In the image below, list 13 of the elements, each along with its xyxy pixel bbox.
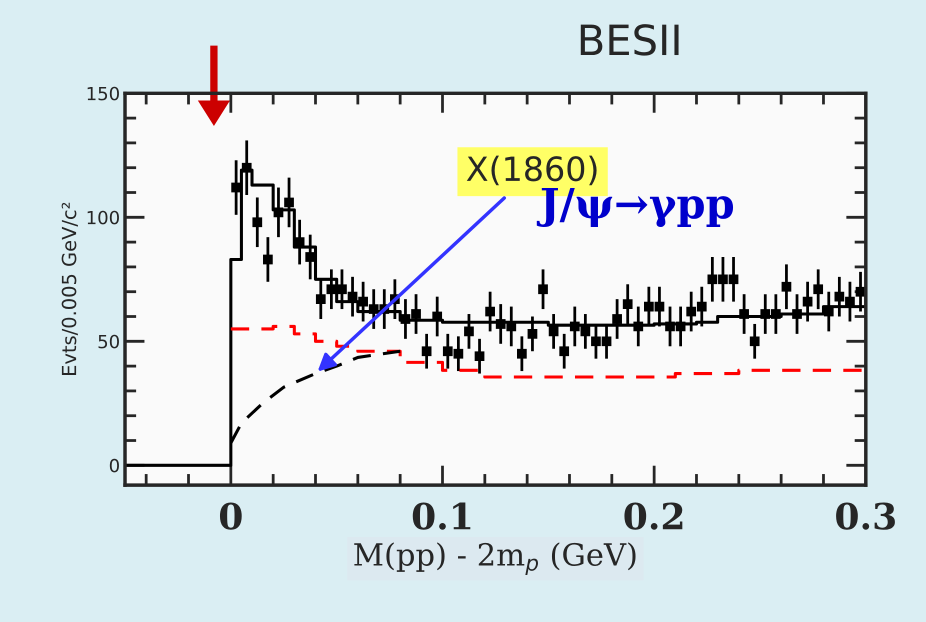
y-tick-label: 100 <box>88 210 119 224</box>
annotation: X(1860) <box>466 156 597 186</box>
x-tick-label: 0.2 <box>624 502 682 530</box>
annotation: J/ψ→γpp <box>536 188 734 228</box>
x-tick-label: 0.1 <box>412 502 470 530</box>
y-tick-label: 150 <box>88 86 119 100</box>
y-tick-label: 50 <box>98 334 119 348</box>
x-tick-label: 0 <box>220 502 242 530</box>
chart-title: BESII <box>580 24 679 56</box>
y-tick-label: 0 <box>110 458 119 472</box>
x-tick-label: 0.3 <box>836 502 895 530</box>
y-axis-title: Evts/0.005 GeV/c² <box>62 202 78 375</box>
x-axis-title: M(pp) - 2m$_{p}$ (GeV) <box>354 542 636 576</box>
